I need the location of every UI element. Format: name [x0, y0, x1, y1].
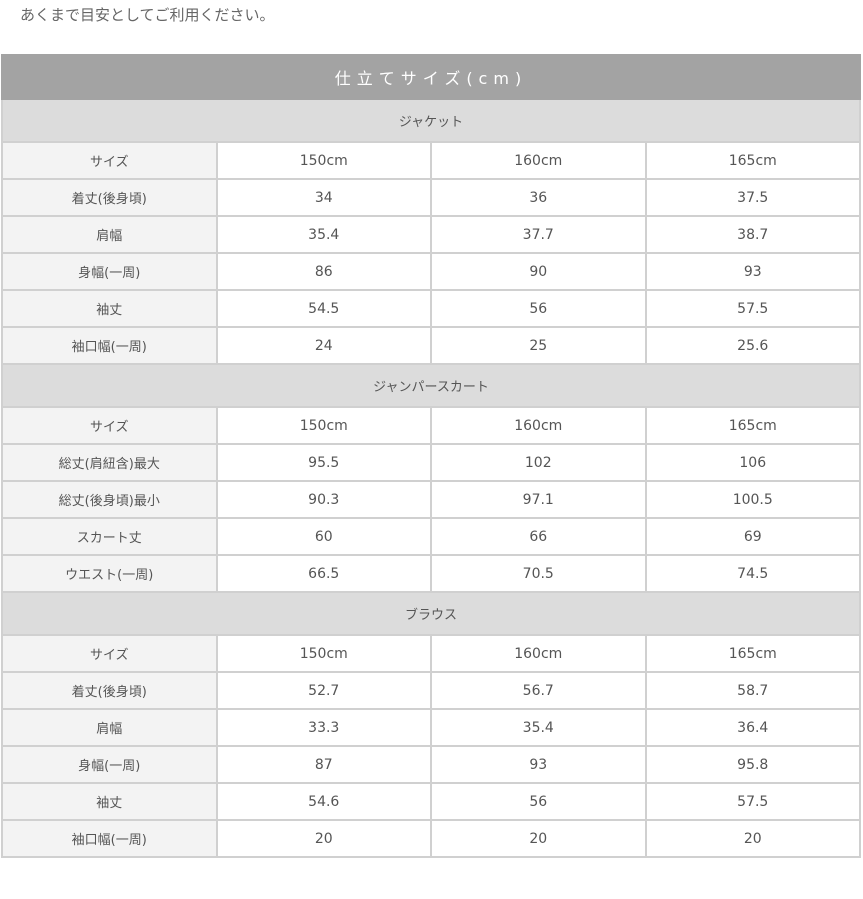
table-row: 着丈(後身頃) 52.7 56.7 58.7: [1, 671, 861, 710]
table-cell: 87: [215, 745, 432, 784]
table-title-row: 仕立てサイズ(cm): [1, 54, 861, 100]
table-cell: 100.5: [644, 480, 861, 519]
table-title: 仕立てサイズ(cm): [1, 54, 861, 100]
table-cell: 95.5: [215, 443, 432, 482]
row-label: 着丈(後身頃): [1, 671, 218, 710]
table-row: サイズ 150cm 160cm 165cm: [1, 634, 861, 673]
table-cell: 36: [430, 178, 647, 217]
row-label: サイズ: [1, 141, 218, 180]
table-row: スカート丈 60 66 69: [1, 517, 861, 556]
table-cell: 54.6: [215, 782, 432, 821]
table-cell: 74.5: [644, 554, 861, 593]
table-cell: 66: [430, 517, 647, 556]
table-cell: 54.5: [215, 289, 432, 328]
table-cell: 60: [215, 517, 432, 556]
section-header-row: ジャンパースカート: [1, 363, 861, 408]
row-label: ウエスト(一周): [1, 554, 218, 593]
table-row: 身幅(一周) 87 93 95.8: [1, 745, 861, 784]
table-row: 着丈(後身頃) 34 36 37.5: [1, 178, 861, 217]
table-cell: 37.5: [644, 178, 861, 217]
table-cell: 86: [215, 252, 432, 291]
table-cell: 93: [644, 252, 861, 291]
table-row: サイズ 150cm 160cm 165cm: [1, 406, 861, 445]
table-cell: 25: [430, 326, 647, 365]
table-cell: 160cm: [430, 141, 647, 180]
table-cell: 95.8: [644, 745, 861, 784]
table-cell: 150cm: [215, 141, 432, 180]
table-cell: 160cm: [430, 634, 647, 673]
table-row: 肩幅 35.4 37.7 38.7: [1, 215, 861, 254]
row-label: 袖口幅(一周): [1, 326, 218, 365]
size-table: 仕立てサイズ(cm) ジャケット サイズ 150cm 160cm 165cm 着丈(後身頃…: [1, 54, 861, 858]
table-row: 袖口幅(一周) 24 25 25.6: [1, 326, 861, 365]
table-cell: 36.4: [644, 708, 861, 747]
table-cell: 58.7: [644, 671, 861, 710]
section-header-row: ブラウス: [1, 591, 861, 636]
section-name: ブラウス: [1, 591, 861, 636]
row-label: 肩幅: [1, 215, 218, 254]
row-label: サイズ: [1, 406, 218, 445]
table-row: 総丈(後身頃)最小 90.3 97.1 100.5: [1, 480, 861, 519]
table-cell: 52.7: [215, 671, 432, 710]
table-cell: 150cm: [215, 634, 432, 673]
table-row: 袖丈 54.5 56 57.5: [1, 289, 861, 328]
row-label: サイズ: [1, 634, 218, 673]
row-label: 袖丈: [1, 289, 218, 328]
table-cell: 24: [215, 326, 432, 365]
table-cell: 38.7: [644, 215, 861, 254]
table-cell: 90: [430, 252, 647, 291]
table-cell: 56: [430, 289, 647, 328]
table-cell: 66.5: [215, 554, 432, 593]
table-cell: 70.5: [430, 554, 647, 593]
table-row: 袖口幅(一周) 20 20 20: [1, 819, 861, 858]
table-row: ウエスト(一周) 66.5 70.5 74.5: [1, 554, 861, 593]
row-label: 身幅(一周): [1, 252, 218, 291]
table-cell: 35.4: [430, 708, 647, 747]
section-header-row: ジャケット: [1, 98, 861, 143]
row-label: 総丈(後身頃)最小: [1, 480, 218, 519]
table-cell: 20: [215, 819, 432, 858]
table-cell: 165cm: [644, 141, 861, 180]
row-label: 袖丈: [1, 782, 218, 821]
table-cell: 97.1: [430, 480, 647, 519]
row-label: 総丈(肩紐含)最大: [1, 443, 218, 482]
table-row: 袖丈 54.6 56 57.5: [1, 782, 861, 821]
table-row: 身幅(一周) 86 90 93: [1, 252, 861, 291]
table-cell: 90.3: [215, 480, 432, 519]
row-label: スカート丈: [1, 517, 218, 556]
table-cell: 25.6: [644, 326, 861, 365]
table-cell: 57.5: [644, 782, 861, 821]
row-label: 着丈(後身頃): [1, 178, 218, 217]
table-cell: 33.3: [215, 708, 432, 747]
section-name: ジャケット: [1, 98, 861, 143]
table-cell: 165cm: [644, 634, 861, 673]
table-cell: 34: [215, 178, 432, 217]
section-name: ジャンパースカート: [1, 363, 861, 408]
table-cell: 20: [430, 819, 647, 858]
table-cell: 37.7: [430, 215, 647, 254]
table-row: 総丈(肩紐含)最大 95.5 102 106: [1, 443, 861, 482]
usage-note: あくまで目安としてご利用ください。: [20, 6, 275, 24]
table-row: 肩幅 33.3 35.4 36.4: [1, 708, 861, 747]
table-cell: 69: [644, 517, 861, 556]
table-cell: 35.4: [215, 215, 432, 254]
row-label: 袖口幅(一周): [1, 819, 218, 858]
row-label: 身幅(一周): [1, 745, 218, 784]
table-cell: 102: [430, 443, 647, 482]
table-row: サイズ 150cm 160cm 165cm: [1, 141, 861, 180]
table-cell: 150cm: [215, 406, 432, 445]
table-cell: 106: [644, 443, 861, 482]
table-cell: 160cm: [430, 406, 647, 445]
row-label: 肩幅: [1, 708, 218, 747]
table-cell: 165cm: [644, 406, 861, 445]
table-cell: 57.5: [644, 289, 861, 328]
table-cell: 20: [644, 819, 861, 858]
table-cell: 56.7: [430, 671, 647, 710]
table-cell: 93: [430, 745, 647, 784]
table-cell: 56: [430, 782, 647, 821]
